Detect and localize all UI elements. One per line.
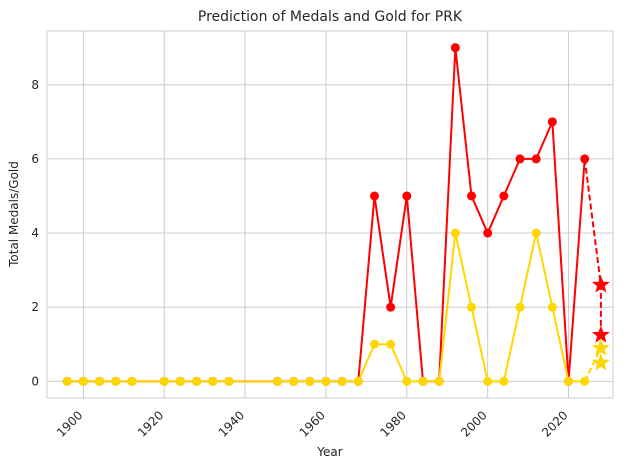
data-point [483, 376, 493, 386]
data-point [515, 302, 525, 312]
data-point [369, 191, 379, 201]
prediction-star-marker [591, 338, 610, 356]
data-point [499, 376, 509, 386]
prediction-star-marker [591, 325, 610, 343]
data-point [95, 376, 105, 386]
x-tick-label: 1900 [54, 408, 85, 439]
prediction-star-marker [591, 275, 610, 293]
data-point [272, 376, 282, 386]
data-point [386, 339, 396, 349]
data-point [450, 43, 460, 53]
data-point [62, 376, 72, 386]
y-tick-label: 2 [31, 300, 39, 314]
x-tick-label: 1940 [216, 408, 247, 439]
series-line [67, 232, 585, 383]
data-point [337, 376, 347, 386]
y-tick-label: 8 [31, 78, 39, 92]
data-point [224, 376, 234, 386]
x-tick-label: 2000 [458, 408, 489, 439]
y-tick-label: 0 [31, 374, 39, 388]
data-point [159, 376, 169, 386]
x-axis-label: Year [316, 445, 342, 459]
x-tick-label: 1980 [377, 408, 408, 439]
chart-title: Prediction of Medals and Gold for PRK [198, 9, 463, 25]
data-point [531, 228, 541, 238]
data-point [418, 376, 428, 386]
data-point [175, 376, 185, 386]
x-tick-label: 1920 [135, 408, 166, 439]
data-point [483, 228, 493, 238]
data-point [434, 376, 444, 386]
x-tick-label: 2020 [539, 408, 570, 439]
data-point [547, 117, 557, 127]
data-point [515, 154, 525, 164]
x-tick-label: 1960 [297, 408, 328, 439]
series-line [583, 158, 602, 335]
data-point [531, 154, 541, 164]
data-point [467, 302, 476, 312]
data-point [321, 376, 331, 386]
data-point [353, 376, 363, 386]
y-tick-label: 4 [31, 226, 39, 240]
y-tick-label: 6 [31, 152, 39, 166]
data-point [305, 376, 315, 386]
data-point [208, 376, 218, 386]
data-point [467, 191, 476, 201]
data-point [450, 228, 460, 238]
prediction-star-marker [591, 353, 610, 371]
data-point [127, 376, 137, 386]
data-point [192, 376, 202, 386]
plot-frame [46, 30, 614, 399]
data-point [402, 191, 412, 201]
data-point [402, 376, 412, 386]
y-axis-label: Total Medals/Gold [7, 161, 21, 268]
data-point [78, 376, 88, 386]
data-point [564, 376, 574, 386]
data-point [369, 339, 379, 349]
data-point [289, 376, 299, 386]
data-point [386, 302, 396, 312]
data-point [547, 302, 557, 312]
data-point [499, 191, 509, 201]
data-point [111, 376, 121, 386]
